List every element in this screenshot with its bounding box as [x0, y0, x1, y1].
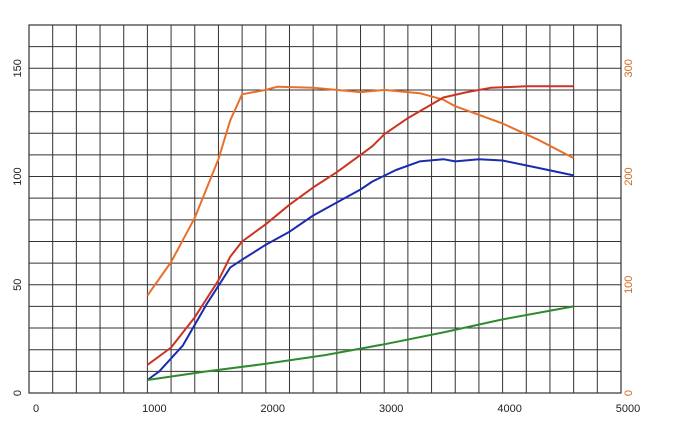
- x-tick-label: 0: [33, 403, 39, 415]
- x-tick-label: 3000: [379, 403, 403, 415]
- x-tick-label: 5000: [616, 403, 640, 415]
- series-line-3: [147, 305, 574, 381]
- series-line-0: [146, 85, 575, 297]
- y-tick-label: 150: [12, 59, 24, 77]
- y2-tick-label: 300: [623, 59, 635, 77]
- x-tick-label: 4000: [497, 403, 521, 415]
- y-tick-label: 0: [12, 390, 24, 396]
- x-tick-label: 1000: [142, 403, 166, 415]
- plot-border: [28, 24, 622, 394]
- y2-axis-ticks: 0 100 200 300: [623, 59, 635, 396]
- y2-tick-label: 200: [623, 167, 635, 185]
- series-line-1: [146, 85, 574, 366]
- x-tick-label: 2000: [261, 403, 285, 415]
- x-axis-ticks: 0 1000 2000 3000 4000 5000: [33, 403, 640, 415]
- y-axis-ticks: 0 50 100 150: [12, 59, 24, 396]
- series-group: [146, 85, 575, 381]
- y2-tick-label: 0: [623, 390, 635, 396]
- y-tick-label: 50: [12, 279, 24, 291]
- y2-tick-label: 100: [623, 276, 635, 294]
- series-line-2: [146, 158, 574, 381]
- y-tick-label: 100: [12, 167, 24, 185]
